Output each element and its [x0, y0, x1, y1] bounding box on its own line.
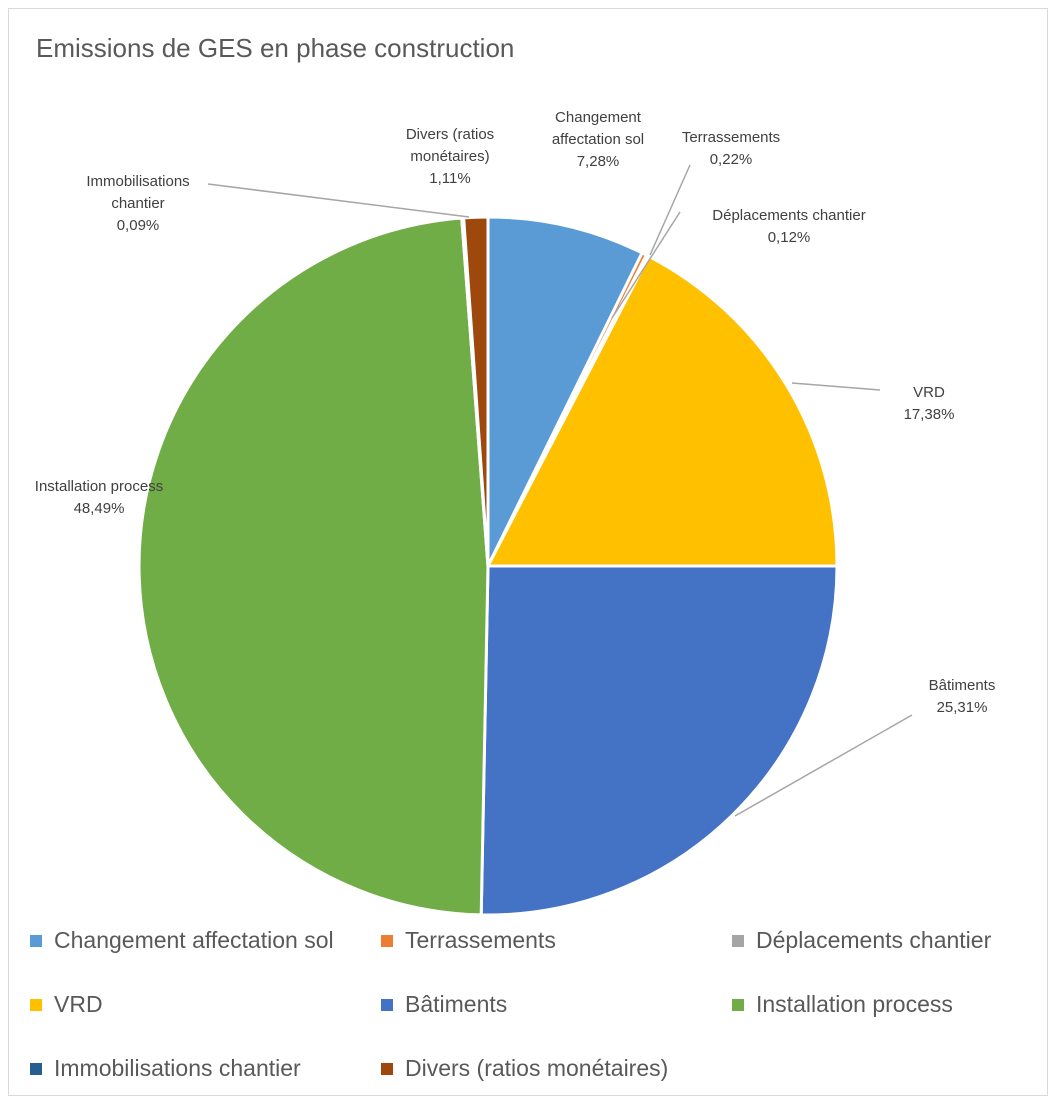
- data-label: Installation process 48,49%: [35, 478, 163, 517]
- legend-swatch: [381, 998, 393, 1011]
- legend-item: VRD: [30, 991, 103, 1018]
- legend-swatch: [30, 998, 42, 1011]
- pie-slice-changement-affectation-sol: [486, 215, 644, 568]
- leader-line: [734, 714, 913, 817]
- data-label-line: 25,31%: [937, 699, 988, 716]
- legend-swatch: [30, 1062, 42, 1075]
- pie-slice-b-timents: [479, 564, 839, 917]
- data-label-line: 0,22%: [710, 151, 753, 168]
- leader-line: [791, 382, 881, 391]
- pie-slice-divers-ratios-mon-taires: [462, 215, 490, 568]
- data-label-line: affectation sol: [552, 131, 644, 148]
- data-label-line: 1,11%: [429, 170, 470, 187]
- data-label-line: 7,28%: [577, 153, 620, 170]
- legend-label: Changement affectation sol: [54, 927, 334, 953]
- legend-swatch: [381, 1062, 393, 1075]
- leader-line: [207, 183, 470, 218]
- data-label-line: 0,09%: [117, 217, 160, 234]
- legend-item: Déplacements chantier: [732, 927, 991, 954]
- legend-label: Bâtiments: [405, 991, 508, 1017]
- data-label-line: Divers (ratios: [406, 126, 494, 143]
- legend-label: Terrassements: [405, 927, 556, 953]
- legend-swatch: [381, 934, 393, 947]
- data-label: Bâtiments 25,31%: [929, 677, 996, 716]
- legend-label: Installation process: [756, 991, 953, 1017]
- data-label: Divers (ratios monétaires) 1,11%: [406, 126, 494, 187]
- pie-slice-installation-process: [137, 216, 490, 917]
- legend-swatch: [732, 934, 744, 947]
- legend-label: Divers (ratios monétaires): [405, 1055, 669, 1081]
- legend-label: Immobilisations chantier: [54, 1055, 301, 1081]
- leader-line: [649, 164, 691, 256]
- data-label: Changement affectation sol 7,28%: [552, 109, 644, 170]
- data-label-line: VRD: [913, 384, 945, 401]
- data-label-line: Changement: [555, 109, 642, 126]
- leader-lines: [207, 164, 913, 817]
- leader-line: [611, 211, 681, 319]
- legend-swatch: [30, 934, 42, 947]
- data-label-line: 0,12%: [768, 229, 811, 246]
- legend-item: Changement affectation sol: [30, 927, 334, 954]
- data-label-line: Immobilisations: [86, 173, 189, 190]
- data-label-line: chantier: [111, 195, 164, 212]
- legend-item: Immobilisations chantier: [30, 1055, 301, 1082]
- data-label-line: Bâtiments: [929, 677, 996, 694]
- data-label: VRD 17,38%: [904, 384, 955, 423]
- data-label-line: 48,49%: [74, 500, 125, 517]
- data-label-line: Terrassements: [682, 129, 780, 146]
- pie-slices: [137, 215, 839, 917]
- data-label: Terrassements 0,22%: [682, 129, 780, 168]
- legend-item: Terrassements: [381, 927, 556, 954]
- legend-label: Déplacements chantier: [756, 927, 992, 953]
- chart-title: Emissions de GES en phase construction: [36, 33, 515, 63]
- data-label-line: monétaires): [410, 148, 489, 165]
- data-label-line: 17,38%: [904, 406, 955, 423]
- legend-item: Divers (ratios monétaires): [381, 1055, 668, 1082]
- legend-label: VRD: [54, 991, 103, 1017]
- legend-item: Installation process: [732, 991, 953, 1018]
- data-label-line: Installation process: [35, 478, 163, 495]
- data-label: Immobilisations chantier 0,09%: [86, 173, 189, 234]
- pie-chart: Changement affectation sol 7,28% Terrasseme…: [35, 109, 996, 917]
- legend-swatch: [732, 998, 744, 1011]
- data-label-line: Déplacements chantier: [712, 207, 865, 224]
- pie-slice-vrd: [486, 254, 839, 568]
- data-labels: Changement affectation sol 7,28% Terrasseme…: [35, 109, 996, 716]
- legend-item: Bâtiments: [381, 991, 507, 1018]
- data-label: Déplacements chantier 0,12%: [712, 207, 865, 246]
